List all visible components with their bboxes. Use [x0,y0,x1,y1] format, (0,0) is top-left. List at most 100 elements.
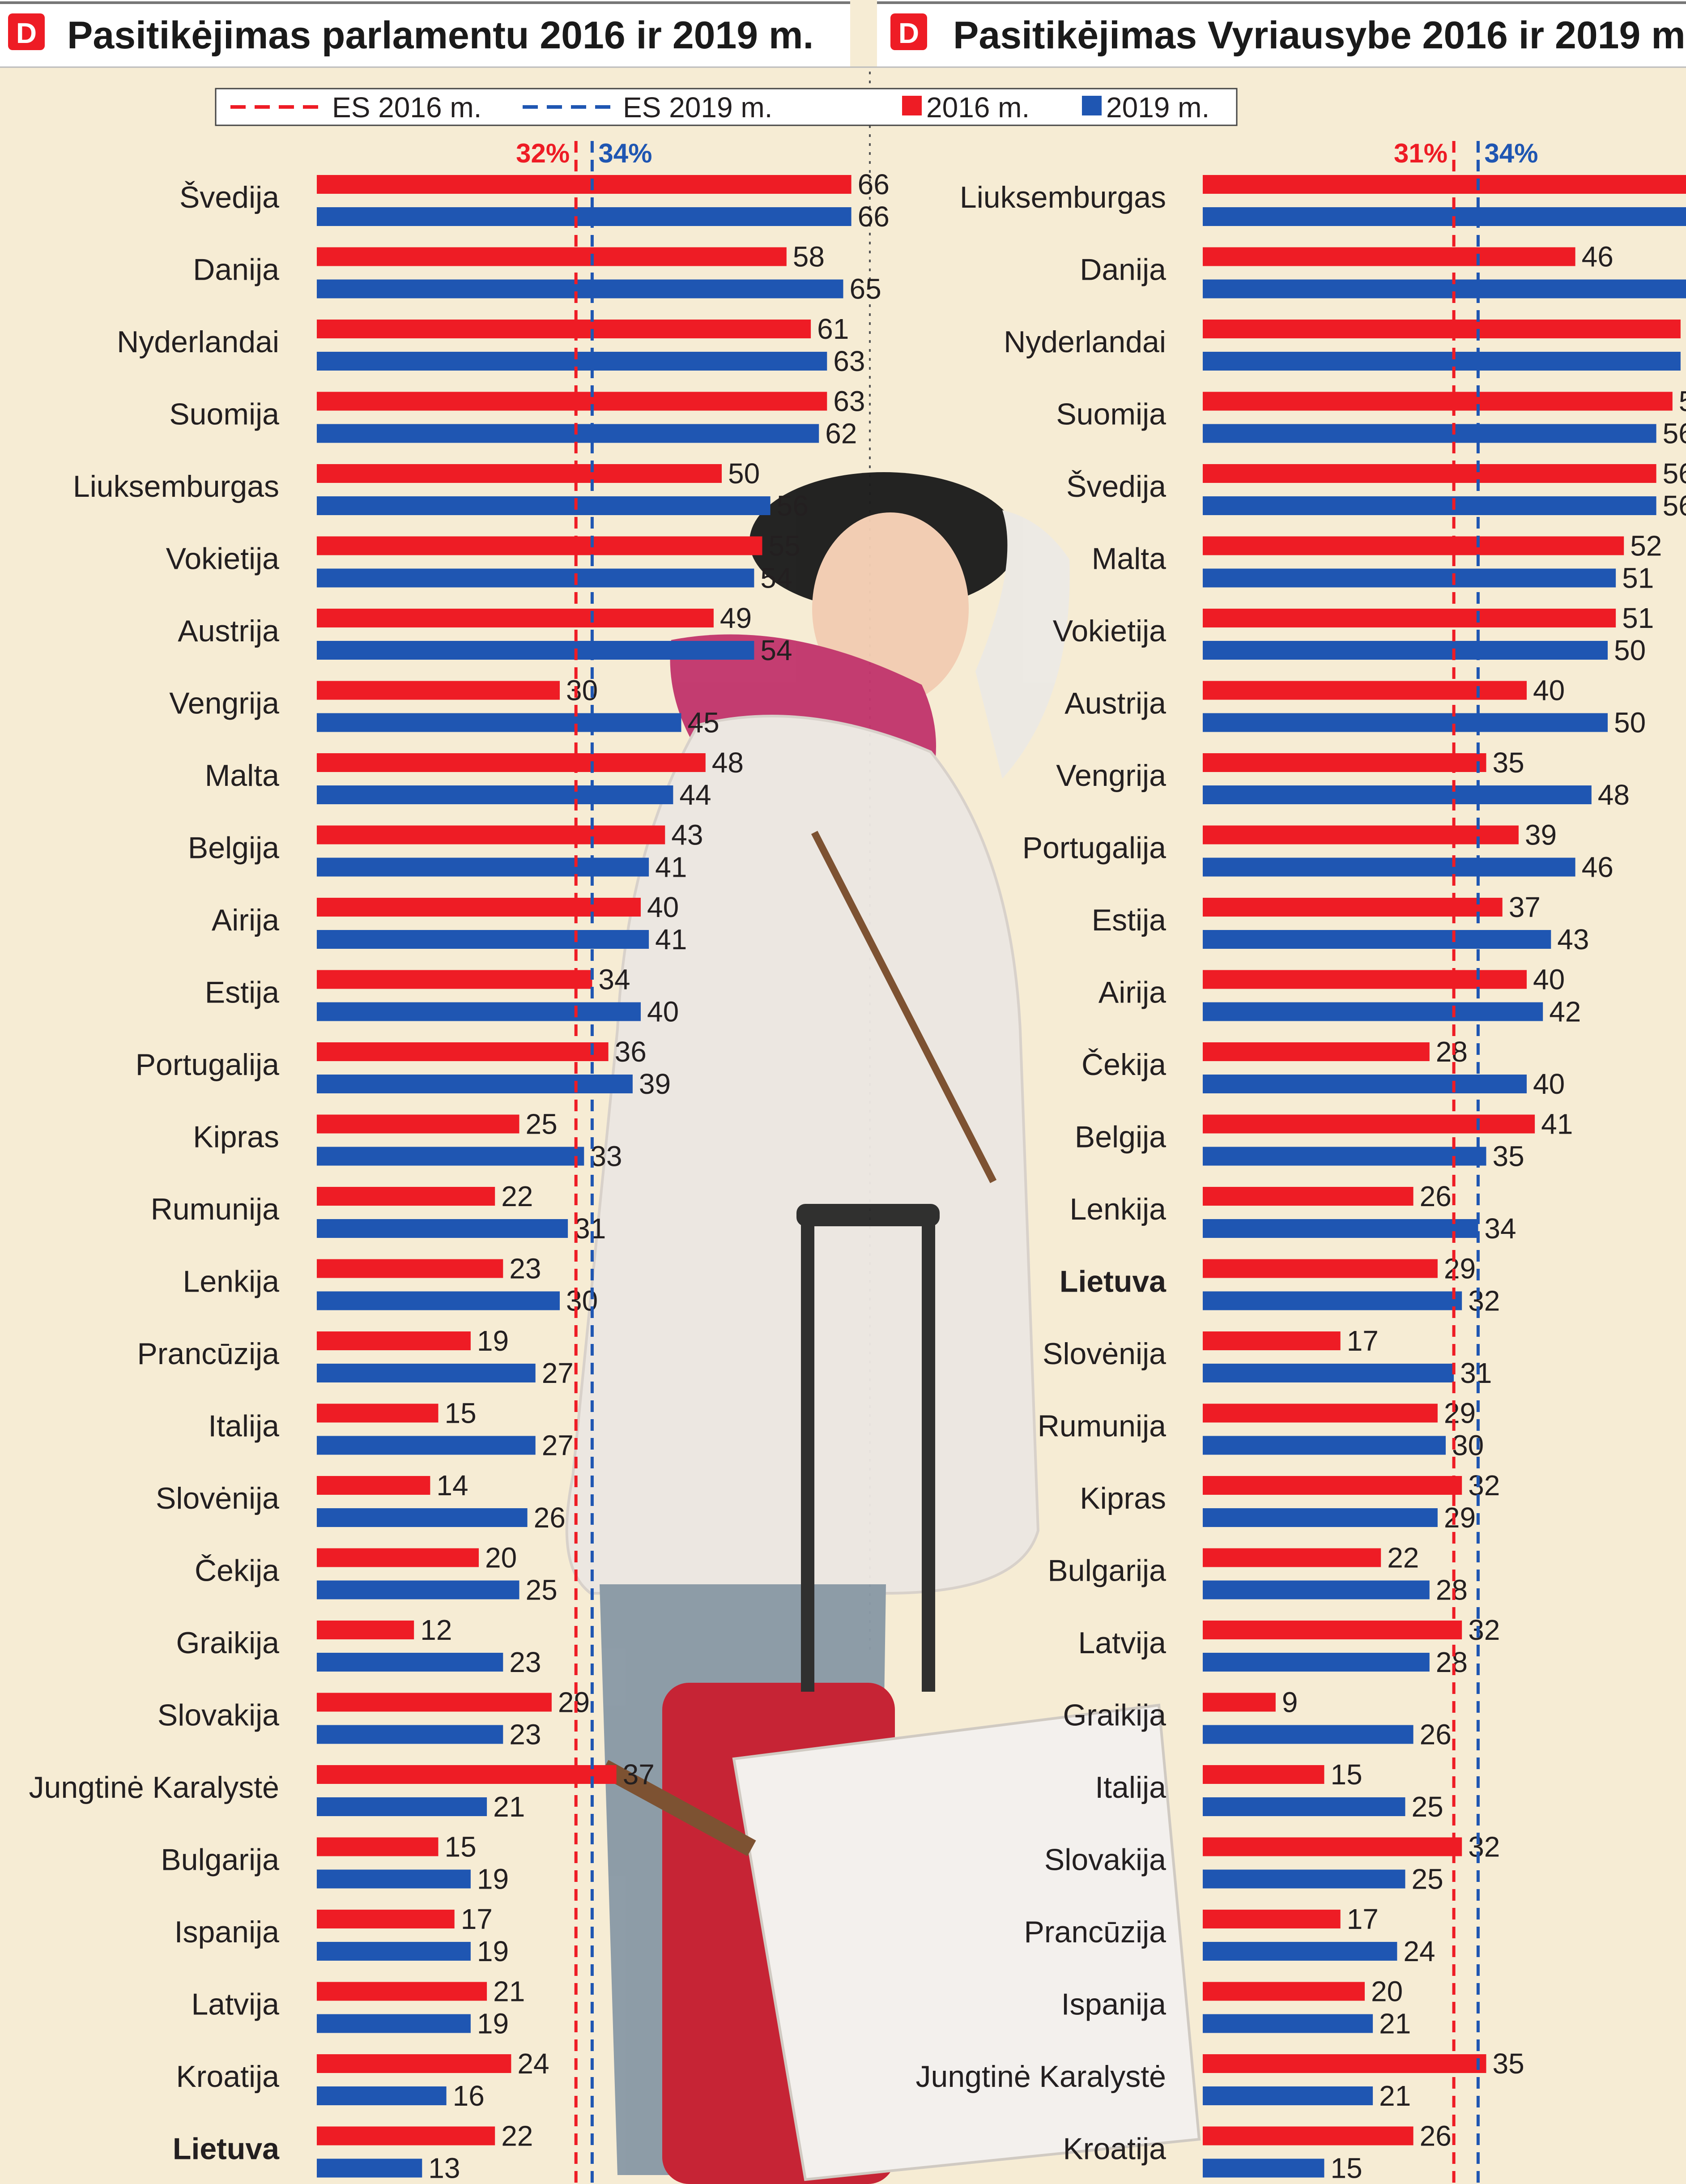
value-label-2019-austrija: 50 [1614,707,1646,739]
value-label-2019-vengrija: 45 [688,707,720,739]
country-label-italija: Italija [1095,1770,1166,1804]
row-slovakija: Slovakija 32 25 [1044,1831,1500,1895]
country-label-estija: Estija [1092,903,1166,937]
bar-2016-vengrija [1203,753,1486,772]
bar-2019-slovakija [1203,1869,1405,1889]
bar-2016-lietuva [1203,1259,1438,1278]
bar-2016-prancuzija [317,1331,471,1350]
country-label-kipras: Kipras [193,1120,279,1154]
country-label-slovakija: Slovakija [158,1698,279,1732]
value-label-2019-italija: 25 [1412,1791,1443,1823]
country-label-kroatija: Kroatija [176,2060,279,2094]
value-label-2019-suomija: 62 [825,418,857,450]
bar-2019-graikija [317,1653,503,1672]
value-label-2016-lenkija: 23 [509,1253,541,1285]
ukulele-neck [600,1760,756,1856]
value-label-2019-slovenija: 31 [1460,1357,1492,1389]
country-label-estija: Estija [205,976,279,1010]
value-label-2019-malta: 44 [679,779,711,811]
country-label-danija: Danija [1080,253,1166,287]
value-label-2019-kipras: 33 [590,1140,622,1173]
value-label-2016-danija: 58 [793,241,825,273]
logo-right: D [890,13,927,50]
value-label-2016-austrija: 40 [1533,674,1565,707]
country-label-belgija: Belgija [188,831,279,865]
bar-2016-bulgarija [1203,1548,1381,1567]
suitcase-handle-grip [796,1204,940,1226]
value-label-2019-austrija: 54 [760,634,792,666]
value-label-2016-airija: 40 [1533,964,1565,996]
bar-2019-estija [317,1002,641,1021]
country-label-prancuzija: Prancūzija [1024,1915,1167,1949]
bar-2016-vengrija [317,681,560,700]
row-belgija: Belgija 41 35 [1075,1108,1573,1173]
bar-2019-vokietija [317,568,754,588]
value-label-2016-estija: 34 [598,964,630,996]
country-label-lenkija: Lenkija [183,1265,280,1299]
row-kroatija: Kroatija 26 15 [1063,2120,1451,2184]
bar-2016-airija [1203,970,1527,989]
country-label-rumunija: Rumunija [151,1192,279,1226]
value-label-2019-kroatija: 15 [1331,2152,1362,2184]
bar-2016-prancuzija [1203,1910,1341,1928]
bar-2019-airija [1203,1002,1543,1021]
bar-2016-italija [317,1403,439,1423]
bar-2016-estija [1203,898,1503,917]
bar-2019-slovenija [1203,1364,1454,1382]
bar-2019-liuksemburgas [1203,207,1686,226]
value-label-2019-airija: 42 [1549,996,1581,1028]
country-label-bulgarija: Bulgarija [161,1843,279,1877]
value-label-2019-rumunija: 31 [574,1212,606,1245]
country-label-slovenija: Slovėnija [1043,1337,1166,1371]
value-label-2016-cekija: 20 [485,1542,517,1574]
bar-2016-graikija [317,1621,414,1639]
row-lietuva: Lietuva 22 13 [173,2120,533,2184]
bar-2019-nyderlandai [1203,352,1681,371]
bar-2016-nyderlandai [1203,320,1681,338]
bar-2019-portugalija [1203,857,1575,877]
value-label-2019-prancuzija: 27 [542,1357,574,1389]
bar-2016-portugalija [317,1042,609,1061]
bar-2019-kipras [317,1147,584,1166]
bag-strap [811,831,997,1183]
country-label-ispanija: Ispanija [175,1915,280,1949]
country-label-nyderlandai: Nyderlandai [117,325,279,359]
country-label-portugalija: Portugalija [136,1048,279,1082]
value-label-2019-italija: 27 [542,1429,574,1462]
value-label-2019-slovenija: 26 [534,1502,566,1534]
legend: ES 2016 m. ES 2019 m. 2016 m. 2019 m. [215,88,1238,126]
bar-2016-belgija [317,825,665,845]
average-label-es2016-government: 31% [1394,138,1448,168]
value-label-2019-suomija: 56 [1663,418,1686,450]
value-label-2019-jungtine-karalyste: 21 [493,1791,525,1823]
bar-2016-jungtine-karalyste [317,1765,617,1784]
legend-2019-swatch [1082,96,1102,115]
legend-box [215,88,1238,126]
bar-2016-kipras [1203,1476,1462,1495]
bar-2019-nyderlandai [317,352,827,371]
value-label-2016-kipras: 32 [1468,1469,1500,1502]
country-label-liuksemburgas: Liuksemburgas [73,469,279,503]
bar-2016-slovakija [1203,1837,1462,1856]
bar-2019-portugalija [317,1075,633,1093]
value-label-2016-prancuzija: 19 [477,1325,509,1357]
row-danija: Danija 58 65 [193,241,881,305]
country-label-lenkija: Lenkija [1070,1192,1167,1226]
country-label-prancuzija: Prancūzija [137,1337,280,1371]
country-label-jungtine-karalyste: Jungtinė Karalystė [29,1770,279,1804]
country-label-italija: Italija [208,1409,279,1443]
row-nyderlandai: Nyderlandai5959 [1004,320,1681,371]
bar-2016-austrija [1203,681,1527,700]
bar-2019-italija [317,1436,536,1455]
value-label-2016-austrija: 49 [720,602,752,634]
bar-2016-suomija [1203,392,1673,411]
